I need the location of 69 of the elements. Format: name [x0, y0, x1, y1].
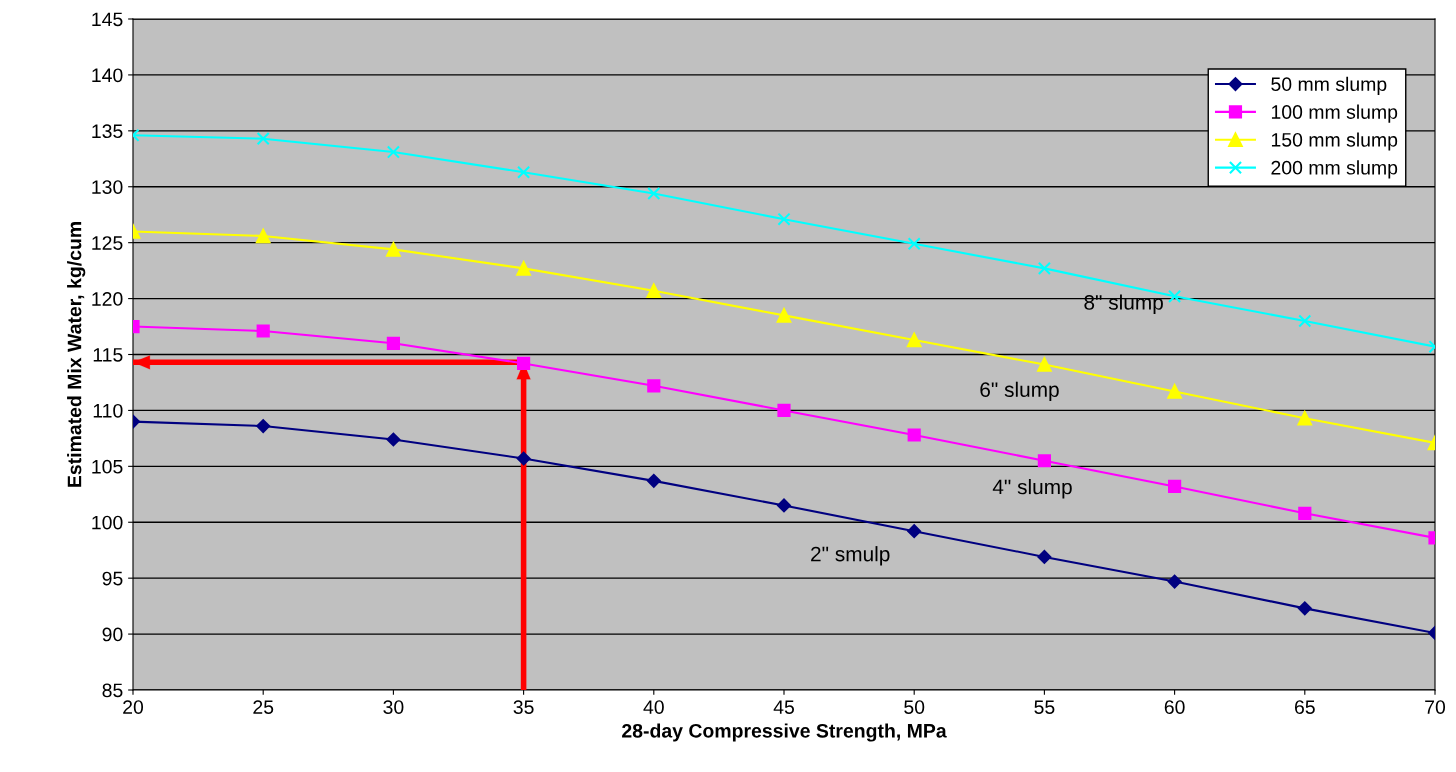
point: [1168, 479, 1182, 494]
y-tick-label: 115: [93, 348, 123, 362]
point: [647, 379, 661, 393]
y-tick-label: 110: [93, 403, 123, 418]
point: [907, 428, 921, 442]
y-tick-label: 105: [92, 459, 123, 474]
y-tick-label: 100: [92, 515, 123, 530]
y-tick-label: 85: [102, 683, 123, 698]
point: [777, 212, 791, 226]
x-tick-label: 35: [513, 700, 534, 714]
point: [907, 237, 921, 251]
point: [1037, 357, 1052, 372]
point: [646, 283, 662, 299]
point: [386, 432, 401, 447]
x-tick-label: 45: [773, 700, 794, 714]
x-tick-label: 40: [643, 700, 664, 714]
y-tick-label: 135: [92, 124, 123, 139]
y-tick-label: 130: [92, 180, 123, 194]
annotation: 6" slump: [980, 381, 1059, 402]
point: [1037, 261, 1051, 275]
point: [256, 132, 270, 146]
point: [386, 145, 400, 159]
x-tick-label: 25: [253, 700, 274, 714]
legend-label: 100 mm slump: [1271, 104, 1398, 123]
point: [386, 242, 401, 257]
point: [646, 473, 661, 488]
x-tick-label: 55: [1034, 700, 1055, 714]
legend-label: 150 mm slump: [1271, 132, 1398, 151]
point: [1037, 454, 1051, 468]
y-tick-label: 145: [92, 12, 123, 27]
point: [907, 524, 922, 539]
point: [1167, 574, 1182, 589]
point: [1168, 289, 1182, 303]
y-axis-title: Estimated Mix Water, kg/cum: [67, 222, 86, 487]
y-tick-label: 90: [102, 627, 123, 642]
x-tick-label: 20: [123, 700, 144, 714]
point: [517, 356, 531, 371]
y-tick-label: 140: [92, 68, 123, 83]
point: [1167, 384, 1182, 399]
x-tick-label: 60: [1164, 700, 1185, 714]
x-tick-label: 50: [904, 700, 925, 714]
point: [255, 228, 271, 244]
point: [256, 324, 270, 338]
point: [516, 261, 531, 276]
annotation: 4" slump: [992, 478, 1072, 499]
point: [1297, 410, 1313, 426]
x-tick-label: 70: [1425, 700, 1446, 714]
annotation: 2" smulp: [811, 546, 890, 566]
point: [906, 332, 922, 348]
point: [386, 336, 400, 350]
y-tick-label: 125: [92, 236, 123, 250]
point: [1037, 549, 1052, 564]
y-tick-label: 95: [102, 571, 123, 586]
point: [777, 498, 791, 513]
point: [256, 419, 271, 434]
point: [516, 451, 531, 466]
x-axis-title: 28-day Compressive Strength, MPa: [622, 723, 947, 742]
point: [776, 308, 792, 323]
y-tick-label: 120: [92, 292, 123, 306]
x-tick-label: 30: [383, 700, 404, 714]
x-tick-label: 65: [1294, 700, 1315, 714]
point: [517, 165, 531, 179]
point: [1297, 601, 1312, 616]
legend-label: 50 mm slump: [1271, 76, 1387, 95]
point: [1298, 506, 1312, 520]
legend-label: 200 mm slump: [1271, 160, 1398, 179]
point: [647, 186, 661, 201]
point: [777, 403, 791, 418]
point: [1298, 314, 1312, 328]
